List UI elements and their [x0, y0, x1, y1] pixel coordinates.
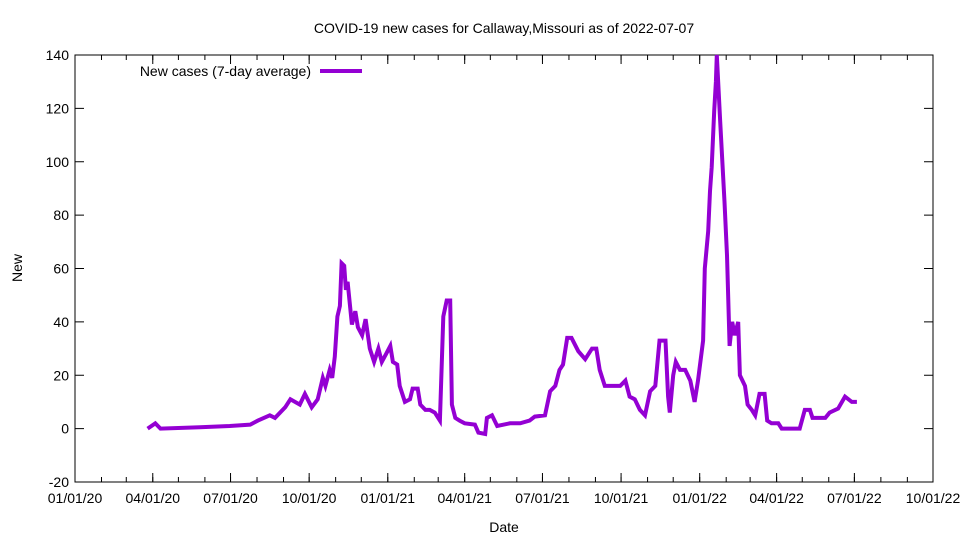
y-tick-label: 20 [53, 367, 69, 383]
x-tick-label: 01/01/21 [361, 490, 416, 506]
axis-ticks: -20 0 20 40 60 80 100 120 140 01/01/20 04/01/20 07/… [46, 47, 960, 506]
x-tick-label: 10/01/22 [906, 490, 960, 506]
x-tick-label: 04/01/22 [749, 490, 804, 506]
chart-title: COVID-19 new cases for Callaway,Missouri… [314, 20, 694, 36]
x-tick-label: 04/01/20 [126, 490, 181, 506]
legend-label: New cases (7-day average) [140, 63, 311, 79]
x-axis-label: Date [489, 519, 519, 535]
y-tick-label: 40 [53, 314, 69, 330]
legend: New cases (7-day average) [140, 63, 362, 79]
x-tick-label: 04/01/21 [437, 490, 492, 506]
y-axis-label: New [9, 253, 25, 282]
x-tick-label: 01/01/22 [672, 490, 727, 506]
y-tick-label: 120 [46, 100, 70, 116]
x-tick-label: 07/01/21 [515, 490, 570, 506]
y-tick-label: 100 [46, 154, 70, 170]
series-line-new-cases [146, 54, 857, 437]
y-tick-label: 60 [53, 261, 69, 277]
x-tick-label: 07/01/20 [203, 490, 258, 506]
y-tick-label: 0 [61, 421, 69, 437]
x-tick-label: 10/01/20 [282, 490, 337, 506]
y-tick-label: 80 [53, 207, 69, 223]
x-tick-label: 01/01/20 [48, 490, 103, 506]
y-tick-label: -20 [49, 474, 69, 490]
x-tick-label: 10/01/21 [594, 490, 649, 506]
y-tick-label: 140 [46, 47, 70, 63]
x-tick-label: 07/01/22 [827, 490, 882, 506]
plot-border [74, 54, 934, 483]
